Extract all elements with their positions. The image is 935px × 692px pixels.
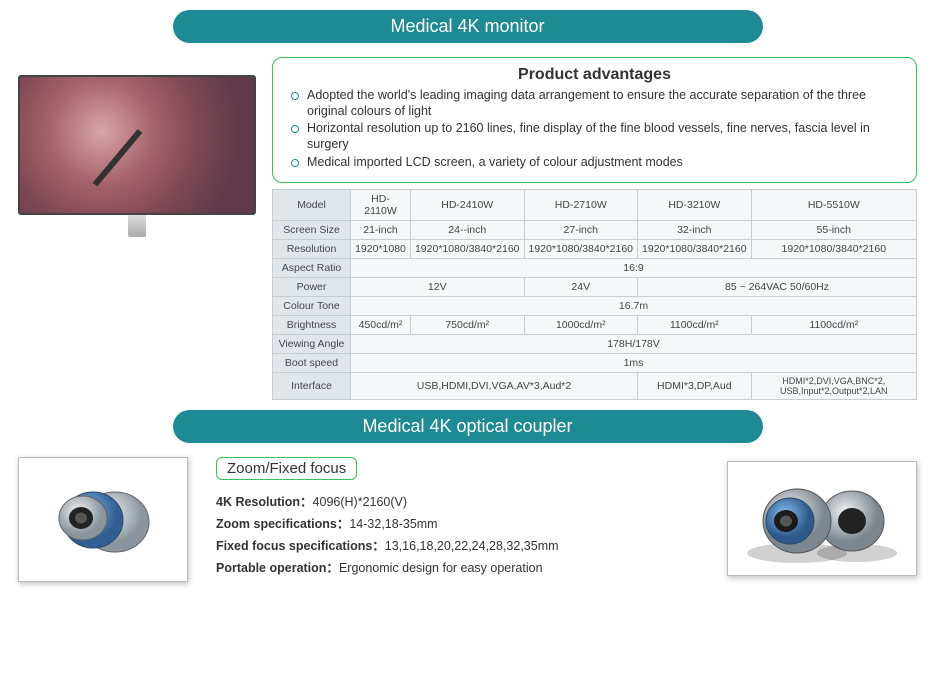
monitor-section: Product advantages Adopted the world's l… bbox=[0, 57, 935, 400]
coupler-product-image-right bbox=[727, 461, 917, 576]
table-row: Interface USB,HDMI,DVI,VGA,AV*3,Aud*2 HD… bbox=[273, 373, 917, 400]
spec-line: Portable operation：Ergonomic design for … bbox=[216, 557, 699, 576]
advantage-item: Medical imported LCD screen, a variety o… bbox=[291, 155, 898, 171]
coupler-spec-title: Zoom/Fixed focus bbox=[216, 457, 357, 480]
coupler-spec-box: Zoom/Fixed focus 4K Resolution：4096(H)*2… bbox=[216, 457, 699, 579]
section-title-monitor: Medical 4K monitor bbox=[173, 10, 763, 43]
table-row: Colour Tone 16.7m bbox=[273, 297, 917, 316]
spec-table: Model HD-2110W HD-2410W HD-2710W HD-3210… bbox=[272, 189, 917, 400]
table-row: Screen Size 21-inch 24--inch 27-inch 32-… bbox=[273, 221, 917, 240]
advantages-title: Product advantages bbox=[291, 66, 898, 84]
coupler-section: Zoom/Fixed focus 4K Resolution：4096(H)*2… bbox=[0, 457, 935, 582]
table-row: Power 12V 24V 85 ~ 264VAC 50/60Hz bbox=[273, 278, 917, 297]
advantage-item: Adopted the world's leading imaging data… bbox=[291, 88, 898, 119]
advantage-item: Horizontal resolution up to 2160 lines, … bbox=[291, 121, 898, 152]
table-row: Resolution 1920*1080 1920*1080/3840*2160… bbox=[273, 240, 917, 259]
coupler-product-image-left bbox=[18, 457, 188, 582]
spec-line: Zoom specifications：14-32,18-35mm bbox=[216, 513, 699, 532]
spec-line: 4K Resolution：4096(H)*2160(V) bbox=[216, 491, 699, 510]
table-row: Viewing Angle 178H/178V bbox=[273, 335, 917, 354]
monitor-product-image bbox=[18, 75, 256, 240]
spec-line: Fixed focus specifications：13,16,18,20,2… bbox=[216, 535, 699, 554]
section-title-coupler: Medical 4K optical coupler bbox=[173, 410, 763, 443]
table-row: Brightness 450cd/m² 750cd/m² 1000cd/m² 1… bbox=[273, 316, 917, 335]
table-row: Aspect Ratio 16:9 bbox=[273, 259, 917, 278]
advantages-box: Product advantages Adopted the world's l… bbox=[272, 57, 917, 183]
table-row: Model HD-2110W HD-2410W HD-2710W HD-3210… bbox=[273, 190, 917, 221]
table-row: Boot speed 1ms bbox=[273, 354, 917, 373]
